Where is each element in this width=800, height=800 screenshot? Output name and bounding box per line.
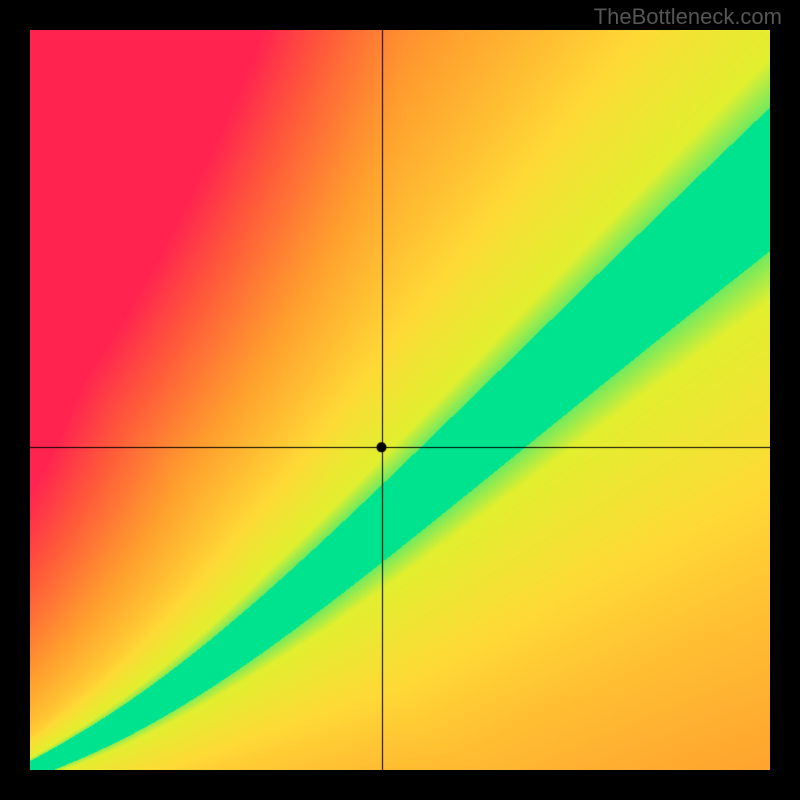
bottleneck-heatmap — [30, 30, 770, 770]
watermark-text: TheBottleneck.com — [594, 4, 782, 30]
chart-container: TheBottleneck.com — [0, 0, 800, 800]
